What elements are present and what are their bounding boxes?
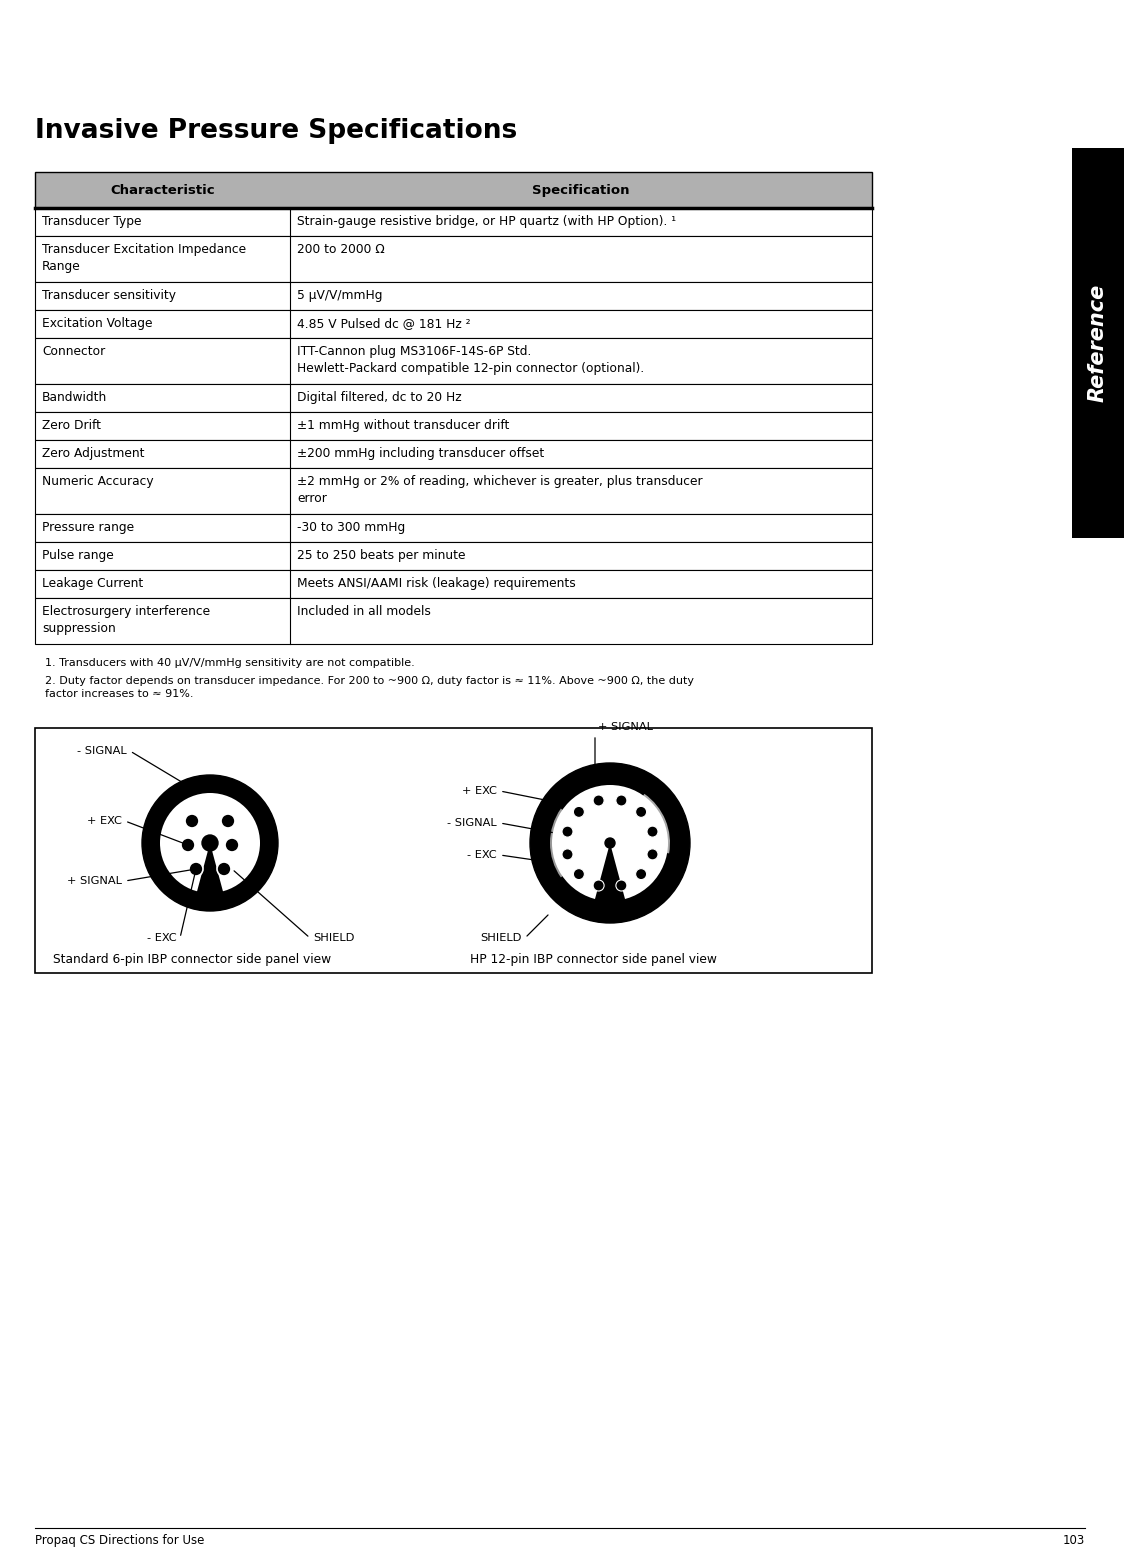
Text: Meets ANSI/AAMI risk (leakage) requirements: Meets ANSI/AAMI risk (leakage) requireme… bbox=[297, 578, 575, 590]
Text: Zero Drift: Zero Drift bbox=[42, 419, 101, 431]
Text: Zero Adjustment: Zero Adjustment bbox=[42, 447, 145, 459]
Text: Leakage Current: Leakage Current bbox=[42, 578, 143, 590]
Text: ±200 mmHg including transducer offset: ±200 mmHg including transducer offset bbox=[297, 447, 544, 459]
Bar bbox=[35, 729, 872, 973]
Circle shape bbox=[225, 838, 239, 852]
Text: Bandwidth: Bandwidth bbox=[42, 391, 107, 403]
Text: - SIGNAL: - SIGNAL bbox=[447, 817, 497, 828]
Text: Transducer Type: Transducer Type bbox=[42, 215, 142, 227]
Text: Standard 6-pin IBP connector side panel view: Standard 6-pin IBP connector side panel … bbox=[53, 953, 332, 965]
Text: Numeric Accuracy: Numeric Accuracy bbox=[42, 475, 154, 487]
Bar bbox=[35, 469, 872, 514]
Circle shape bbox=[647, 849, 658, 859]
Circle shape bbox=[647, 827, 658, 838]
Text: 200 to 2000 Ω: 200 to 2000 Ω bbox=[297, 243, 384, 255]
Wedge shape bbox=[589, 842, 631, 923]
Bar bbox=[35, 413, 872, 441]
Bar bbox=[35, 209, 872, 237]
Bar bbox=[35, 542, 872, 570]
Text: ±2 mmHg or 2% of reading, whichever is greater, plus transducer
error: ±2 mmHg or 2% of reading, whichever is g… bbox=[297, 475, 702, 504]
Circle shape bbox=[616, 880, 627, 891]
Wedge shape bbox=[192, 842, 227, 911]
Bar bbox=[35, 310, 872, 338]
Text: Propaq CS Directions for Use: Propaq CS Directions for Use bbox=[35, 1534, 205, 1548]
Bar bbox=[35, 514, 872, 542]
Text: - SIGNAL: - SIGNAL bbox=[78, 746, 127, 757]
Bar bbox=[35, 385, 872, 413]
Circle shape bbox=[635, 869, 646, 880]
Circle shape bbox=[593, 880, 604, 891]
Text: Transducer Excitation Impedance
Range: Transducer Excitation Impedance Range bbox=[42, 243, 246, 272]
Circle shape bbox=[181, 838, 194, 852]
Text: Specification: Specification bbox=[533, 184, 629, 196]
Text: ITT-Cannon plug MS3106F-14S-6P Std.
Hewlett-Packard compatible 12-pin connector : ITT-Cannon plug MS3106F-14S-6P Std. Hewl… bbox=[297, 346, 644, 375]
Text: Invasive Pressure Specifications: Invasive Pressure Specifications bbox=[35, 118, 517, 143]
Circle shape bbox=[221, 814, 235, 828]
Text: + EXC: + EXC bbox=[462, 786, 497, 796]
Bar bbox=[35, 598, 872, 645]
Text: + SIGNAL: + SIGNAL bbox=[67, 877, 123, 886]
Text: SHIELD: SHIELD bbox=[481, 933, 522, 944]
Wedge shape bbox=[550, 808, 610, 878]
Text: Pulse range: Pulse range bbox=[42, 550, 114, 562]
Circle shape bbox=[573, 807, 584, 817]
Bar bbox=[35, 338, 872, 385]
Text: -30 to 300 mmHg: -30 to 300 mmHg bbox=[297, 522, 406, 534]
Text: SHIELD: SHIELD bbox=[312, 933, 354, 944]
Text: HP 12-pin IBP connector side panel view: HP 12-pin IBP connector side panel view bbox=[470, 953, 717, 965]
Bar bbox=[35, 171, 872, 209]
Text: Strain-gauge resistive bridge, or HP quartz (with HP Option). ¹: Strain-gauge resistive bridge, or HP qua… bbox=[297, 215, 677, 227]
Text: - EXC: - EXC bbox=[468, 850, 497, 859]
Circle shape bbox=[635, 807, 646, 817]
Text: 5 µV/V/mmHg: 5 µV/V/mmHg bbox=[297, 290, 382, 302]
Text: Electrosurgery interference
suppression: Electrosurgery interference suppression bbox=[42, 606, 210, 635]
Text: Characteristic: Characteristic bbox=[110, 184, 215, 196]
Circle shape bbox=[185, 814, 199, 828]
Bar bbox=[1072, 148, 1124, 539]
Circle shape bbox=[531, 763, 690, 923]
Circle shape bbox=[605, 838, 615, 849]
Text: 1. Transducers with 40 µV/V/mmHg sensitivity are not compatible.: 1. Transducers with 40 µV/V/mmHg sensiti… bbox=[45, 659, 415, 668]
Text: Digital filtered, dc to 20 Hz: Digital filtered, dc to 20 Hz bbox=[297, 391, 462, 403]
Circle shape bbox=[616, 796, 627, 807]
Text: Connector: Connector bbox=[42, 346, 106, 358]
Bar bbox=[35, 282, 872, 310]
Text: + SIGNAL: + SIGNAL bbox=[598, 722, 653, 732]
Circle shape bbox=[562, 849, 573, 859]
Bar bbox=[35, 237, 872, 282]
Text: 103: 103 bbox=[1063, 1534, 1085, 1548]
Text: Transducer sensitivity: Transducer sensitivity bbox=[42, 290, 176, 302]
Text: ±1 mmHg without transducer drift: ±1 mmHg without transducer drift bbox=[297, 419, 509, 431]
Text: Included in all models: Included in all models bbox=[297, 606, 430, 618]
Text: 2. Duty factor depends on transducer impedance. For 200 to ~900 Ω, duty factor i: 2. Duty factor depends on transducer imp… bbox=[45, 676, 694, 699]
Bar bbox=[35, 441, 872, 469]
Text: + EXC: + EXC bbox=[88, 816, 123, 827]
Circle shape bbox=[573, 869, 584, 880]
Wedge shape bbox=[610, 794, 670, 853]
Bar bbox=[35, 570, 872, 598]
Circle shape bbox=[142, 775, 278, 911]
Circle shape bbox=[217, 863, 232, 877]
Text: - EXC: - EXC bbox=[147, 933, 176, 944]
Circle shape bbox=[562, 827, 573, 838]
Circle shape bbox=[593, 796, 604, 807]
Circle shape bbox=[552, 785, 668, 902]
Circle shape bbox=[189, 863, 203, 877]
Text: Pressure range: Pressure range bbox=[42, 522, 134, 534]
Text: Excitation Voltage: Excitation Voltage bbox=[42, 318, 153, 330]
Circle shape bbox=[160, 793, 260, 894]
Circle shape bbox=[202, 835, 218, 852]
Text: 4.85 V Pulsed dc @ 181 Hz ²: 4.85 V Pulsed dc @ 181 Hz ² bbox=[297, 318, 471, 330]
Text: Reference: Reference bbox=[1088, 283, 1108, 402]
Text: 25 to 250 beats per minute: 25 to 250 beats per minute bbox=[297, 550, 465, 562]
